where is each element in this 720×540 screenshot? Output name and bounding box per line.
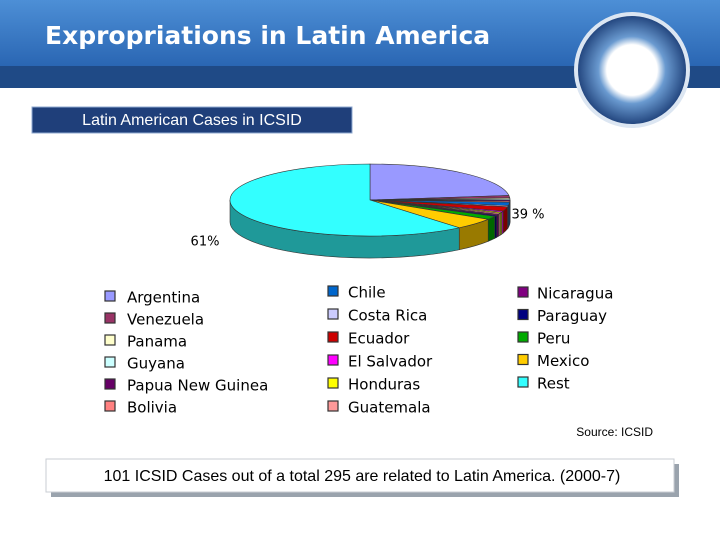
title: Expropriations in Latin America — [45, 21, 490, 50]
subtitle: Latin American Cases in ICSID — [82, 112, 302, 129]
slice-side — [487, 215, 496, 242]
pie-chart: 39 % 61% — [191, 163, 545, 259]
legend-label: Costa Rica — [348, 307, 427, 325]
legend-swatch — [104, 334, 116, 346]
footer: 101 ICSID Cases out of a total 295 are r… — [104, 468, 621, 485]
legend-swatch — [327, 331, 339, 343]
footer-box — [45, 458, 675, 493]
legend-swatch — [327, 308, 339, 320]
legend-label: El Salvador — [348, 353, 433, 371]
legend-label: Guyana — [127, 355, 185, 373]
legend-label: Ecuador — [348, 330, 410, 348]
legend-swatch — [517, 376, 529, 388]
legend-swatch — [517, 286, 529, 298]
legend-swatch — [517, 331, 529, 343]
legend-label: Venezuela — [127, 311, 204, 329]
legend-label: Panama — [127, 333, 187, 351]
legend-label: Guatemala — [348, 399, 431, 417]
legend-label: Nicaragua — [537, 285, 613, 303]
legend-swatch — [104, 356, 116, 368]
logo-center — [612, 50, 652, 90]
legend-label: Peru — [537, 330, 570, 348]
legend-swatch — [327, 400, 339, 412]
legend-swatch — [327, 285, 339, 297]
annotation: 39 % — [511, 208, 544, 223]
legend-swatch — [104, 378, 116, 390]
legend: Argentina Venezuela Panama Guyana Papua New … — [104, 284, 613, 417]
legend-swatch — [517, 308, 529, 321]
header-band — [0, 66, 720, 88]
legend-label: Argentina — [127, 289, 200, 307]
legend-swatch — [327, 377, 339, 389]
legend-swatch — [327, 354, 339, 366]
annotation: 61% — [191, 235, 220, 250]
legend-label: Honduras — [348, 376, 420, 394]
slice — [229, 163, 461, 237]
legend-label: Chile — [348, 284, 386, 302]
legend-label: Rest — [537, 375, 570, 393]
slice — [369, 163, 510, 201]
subtitle-box — [31, 106, 353, 134]
legend-label: Bolivia — [127, 399, 177, 417]
source: Source: ICSID — [576, 425, 653, 439]
legend-swatch — [104, 400, 116, 412]
legend-swatch — [517, 353, 529, 366]
legend-swatch — [104, 312, 116, 324]
legend-swatch — [104, 290, 116, 302]
legend-label: Papua New Guinea — [127, 377, 268, 395]
legend-label: Paraguay — [537, 307, 607, 325]
legend-label: Mexico — [537, 352, 589, 370]
